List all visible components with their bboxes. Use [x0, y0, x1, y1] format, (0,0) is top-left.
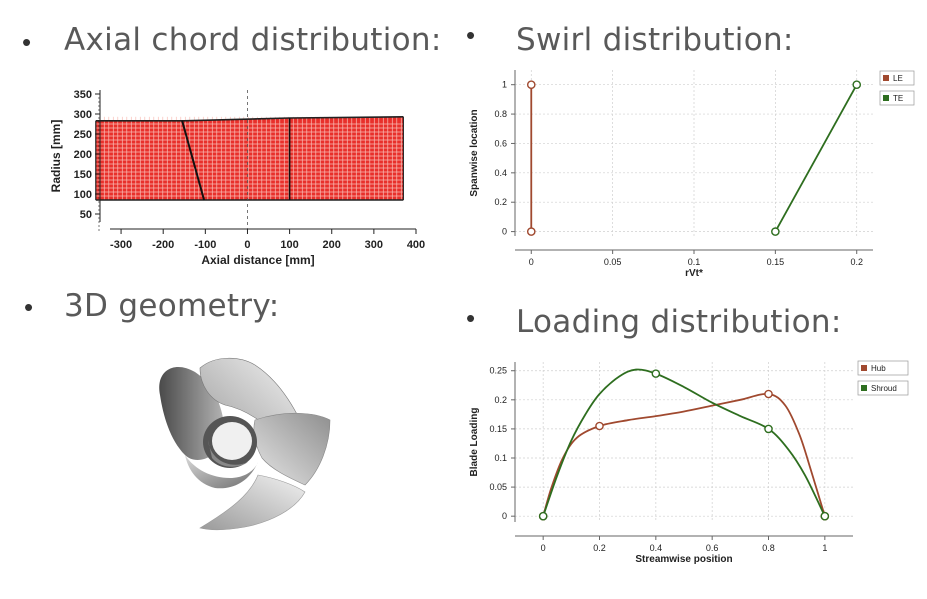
- x-tick-label: -100: [194, 239, 216, 251]
- legend-box: [879, 70, 915, 86]
- legend-box: [857, 360, 909, 376]
- legend-swatch: [861, 385, 867, 391]
- legend-swatch: [883, 95, 889, 101]
- data-point-hub: [595, 421, 604, 431]
- y-tick-label: 350: [74, 89, 92, 101]
- y-tick-label: 1: [502, 80, 507, 90]
- y-tick-label: 0.2: [494, 395, 507, 405]
- data-point-le: [526, 80, 536, 89]
- bullet-swirl: •: [466, 20, 476, 50]
- data-point-le: [526, 227, 536, 236]
- y-tick-label: 50: [80, 209, 92, 221]
- data-point-shroud: [764, 424, 773, 434]
- y-tick-label: 100: [74, 189, 92, 201]
- y-tick-label: 200: [74, 149, 92, 161]
- y-tick-label: 150: [74, 169, 92, 181]
- data-point-te: [771, 227, 780, 236]
- y-axis-label: Radius [mm]: [49, 120, 63, 193]
- x-tick-label: 0.8: [762, 543, 775, 553]
- y-axis-label: Spanwise location: [469, 109, 480, 196]
- heading-swirl: Swirl distribution:: [516, 22, 794, 58]
- bullet-geometry: •: [24, 292, 34, 322]
- legend-label: TE: [893, 94, 903, 103]
- x-tick-label: 0.15: [767, 257, 785, 267]
- y-tick-label: 250: [74, 129, 92, 141]
- y-tick-label: 0.6: [494, 138, 507, 148]
- y-tick-label: 0.1: [494, 453, 507, 463]
- legend-label: Shroud: [871, 384, 897, 393]
- heading-axial-chord: Axial chord distribution:: [64, 22, 442, 58]
- shroud-line: [95, 116, 404, 122]
- x-tick-label: 100: [280, 239, 298, 251]
- y-tick-label: 0.25: [489, 366, 507, 376]
- x-tick-label: 0.05: [604, 257, 622, 267]
- x-tick-label: 0.6: [706, 543, 719, 553]
- y-tick-label: 0: [502, 511, 507, 521]
- data-point-hub: [764, 389, 773, 399]
- leading-edge-line: [181, 120, 206, 201]
- x-axis-label: Axial distance [mm]: [201, 253, 314, 267]
- legend-label: Hub: [871, 364, 886, 373]
- x-tick-label: 300: [365, 239, 383, 251]
- data-point-shroud: [820, 511, 830, 521]
- y-tick-label: 0.8: [494, 109, 507, 119]
- y-tick-label: 0.15: [489, 424, 507, 434]
- x-tick-label: 0.4: [650, 543, 663, 553]
- y-tick-label: 0: [502, 227, 507, 237]
- data-point-te: [852, 80, 862, 89]
- y-tick-label: 0.4: [494, 168, 507, 178]
- data-point-shroud: [538, 511, 548, 521]
- x-tick-label: 0: [541, 543, 546, 553]
- x-tick-label: 400: [407, 239, 425, 251]
- x-axis-label: rVt*: [685, 268, 703, 279]
- legend-swatch: [883, 75, 889, 81]
- heading-loading: Loading distribution:: [516, 304, 842, 340]
- x-tick-label: 1: [822, 543, 827, 553]
- x-tick-label: -200: [152, 239, 174, 251]
- x-tick-label: 0: [529, 257, 534, 267]
- x-tick-label: -300: [110, 239, 132, 251]
- x-tick-label: 0: [244, 239, 250, 251]
- bullet-axial: •: [22, 27, 32, 57]
- legend-box: [879, 90, 915, 106]
- y-tick-label: 300: [74, 109, 92, 121]
- bullet-loading: •: [466, 303, 476, 333]
- x-tick-label: 200: [323, 239, 341, 251]
- heading-3d-geometry: 3D geometry:: [64, 288, 280, 324]
- y-axis-label: Blade Loading: [469, 408, 480, 477]
- x-tick-label: 0.2: [593, 543, 606, 553]
- legend-label: LE: [893, 74, 903, 83]
- y-tick-label: 0.2: [494, 197, 507, 207]
- x-axis-label: Streamwise position: [635, 554, 732, 565]
- legend-swatch: [861, 365, 867, 371]
- y-tick-label: 0.05: [489, 482, 507, 492]
- series-line-te: [774, 84, 858, 233]
- x-tick-label: 0.2: [850, 257, 863, 267]
- x-tick-label: 0.1: [688, 257, 701, 267]
- legend-box: [857, 380, 909, 396]
- blade-fill: [95, 116, 404, 200]
- data-point-shroud: [651, 369, 661, 378]
- grid: [515, 362, 853, 522]
- mesh-grid: [95, 116, 404, 200]
